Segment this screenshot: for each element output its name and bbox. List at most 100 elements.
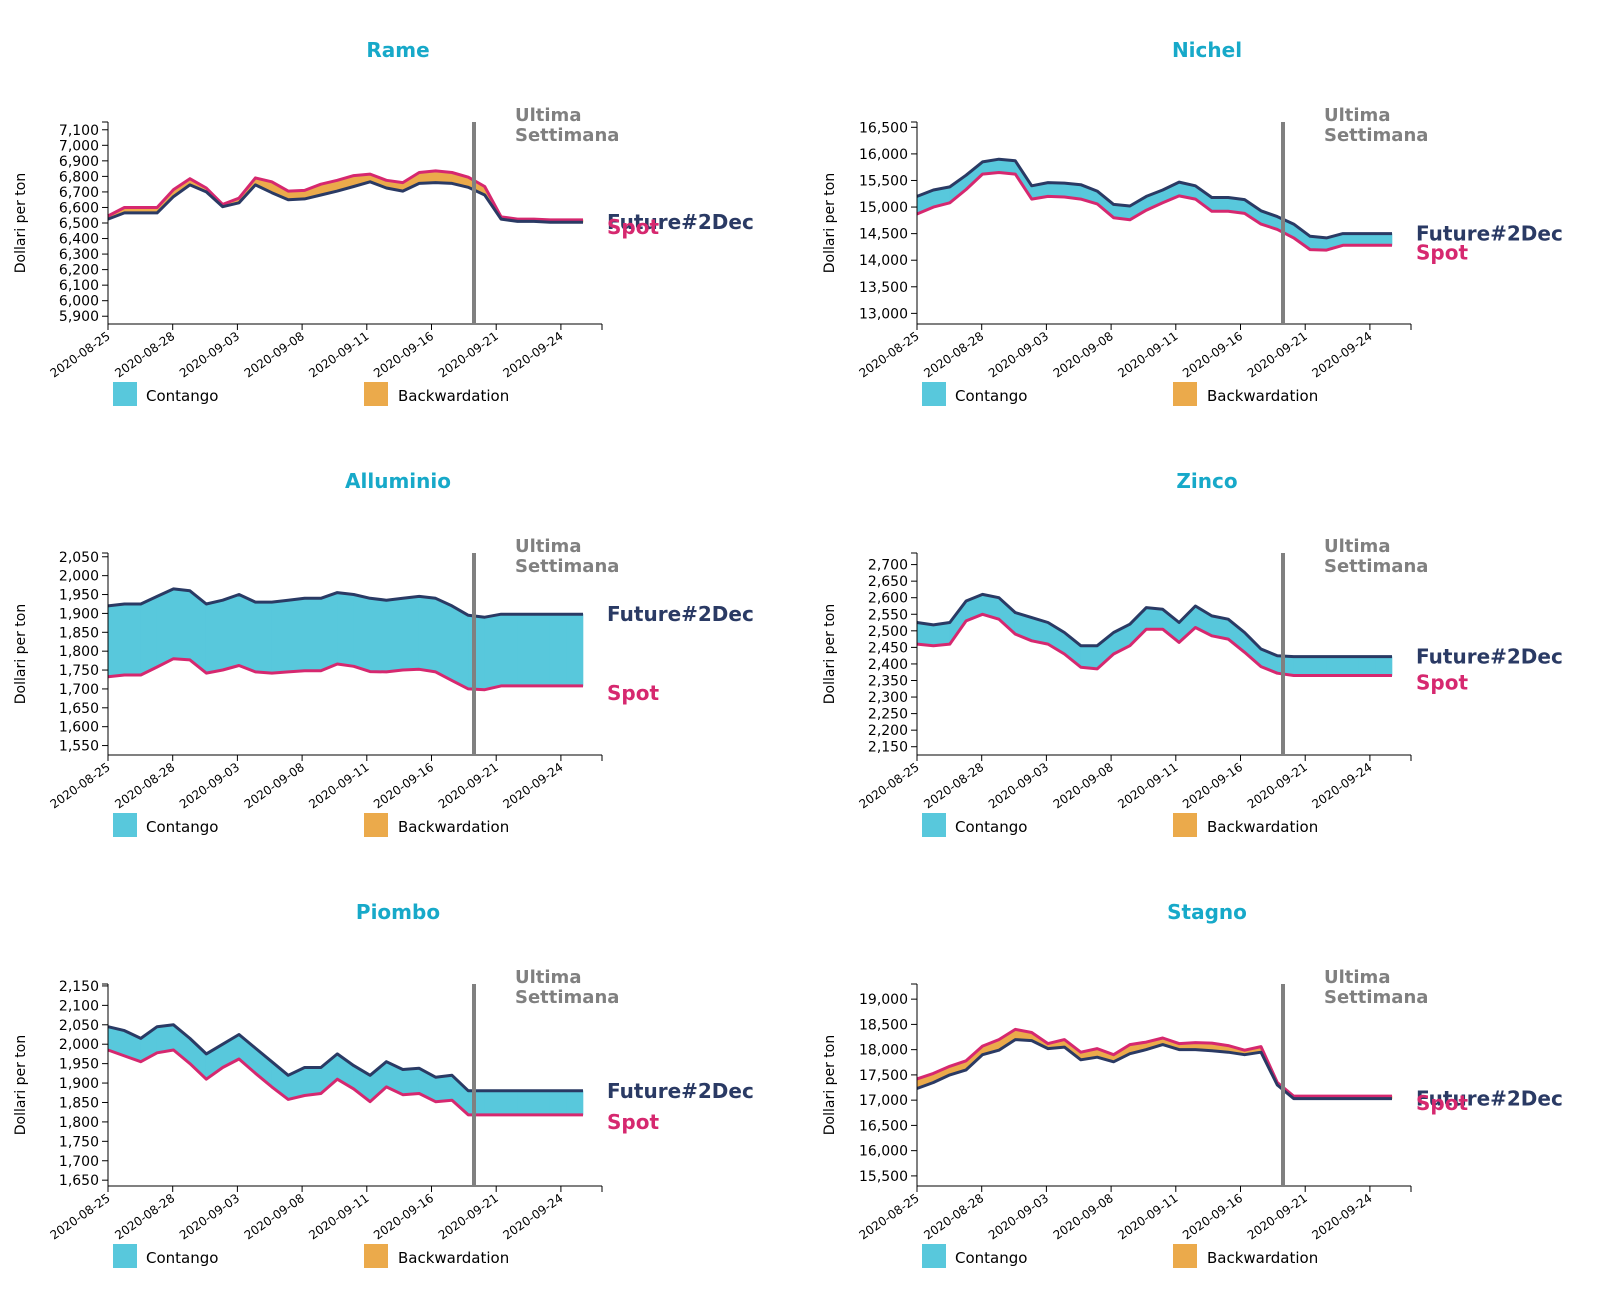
y-axis-label: Dollari per ton (13, 604, 29, 704)
contango-segment (500, 613, 518, 687)
x-tick-label: 2020-09-08 (242, 1191, 307, 1242)
chart-title: Alluminio (345, 469, 451, 493)
x-tick-label: 2020-09-21 (1245, 1191, 1310, 1242)
x-tick-label: 2020-09-08 (1051, 1191, 1116, 1242)
y-tick-label: 13,500 (859, 280, 908, 296)
y-tick-label: 1,650 (59, 1173, 99, 1189)
contango-segment (418, 596, 436, 673)
contango-segment (369, 597, 387, 673)
chart-panel-rame: Rame Dollari per ton 5,900 6,000 6,100 6,200 6… (0, 0, 809, 431)
spot-label: Spot (607, 681, 659, 705)
y-tick-label: 13,000 (859, 306, 908, 322)
future-label: Future#2Dec (607, 210, 754, 234)
y-tick-label: 1,800 (59, 1115, 99, 1131)
contango-segment (238, 594, 256, 673)
y-tick-label: 2,050 (59, 550, 99, 566)
x-tick-label: 2020-08-28 (921, 329, 986, 380)
y-tick-label: 17,000 (859, 1093, 908, 1109)
y-tick-label: 15,000 (859, 200, 908, 216)
y-tick-label: 2,150 (868, 740, 908, 756)
spot-line (916, 612, 1392, 677)
legend-backwardation-swatch (1173, 382, 1197, 406)
y-tick-label: 18,000 (859, 1043, 908, 1059)
y-tick-label: 2,700 (868, 558, 908, 574)
contango-segment (304, 1067, 322, 1096)
y-tick-label: 17,500 (859, 1068, 908, 1084)
contango-segment (124, 603, 142, 676)
spot-line (916, 171, 1392, 252)
y-tick-label: 15,500 (859, 173, 908, 189)
legend-contango-label: Contango (955, 818, 1027, 836)
chart-panel-stagno: Stagno Dollari per ton 15,500 16,000 16,500 1… (809, 862, 1618, 1293)
x-tick-label: 2020-09-08 (242, 760, 307, 811)
contango-segment (1358, 233, 1376, 246)
x-tick-label: 2020-09-03 (986, 1191, 1051, 1242)
marker-label-2: Settimana (1324, 556, 1428, 577)
y-tick-label: 1,900 (59, 606, 99, 622)
x-tick-label: 2020-09-16 (371, 329, 436, 380)
y-tick-label: 1,550 (59, 739, 99, 755)
contango-segment (222, 594, 240, 671)
y-tick-label: 18,500 (859, 1017, 908, 1033)
legend-backwardation-swatch (364, 813, 388, 837)
y-tick-label: 2,600 (868, 591, 908, 607)
x-tick-label: 2020-09-08 (1051, 760, 1116, 811)
x-tick-label: 2020-08-25 (48, 329, 113, 380)
x-tick-label: 2020-08-28 (112, 329, 177, 380)
x-tick-label: 2020-08-28 (921, 760, 986, 811)
marker-label-1: Ultima (515, 967, 581, 988)
chart-title: Zinco (1176, 469, 1237, 493)
x-tick-label: 2020-09-21 (436, 1191, 501, 1242)
spot-label: Spot (607, 1110, 659, 1134)
y-tick-label: 15,500 (859, 1169, 908, 1185)
x-tick-label: 2020-09-21 (1245, 329, 1310, 380)
y-tick-label: 1,700 (59, 682, 99, 698)
x-tick-label: 2020-09-11 (306, 329, 371, 380)
x-tick-label: 2020-09-11 (306, 1191, 371, 1242)
contango-segment (484, 1090, 502, 1116)
y-tick-label: 16,000 (859, 1144, 908, 1160)
contango-segment (1293, 223, 1311, 251)
y-tick-label: 2,150 (59, 979, 99, 995)
future-label: Future#2Dec (607, 602, 754, 626)
x-tick-label: 2020-09-11 (1115, 1191, 1180, 1242)
marker-label-1: Ultima (515, 105, 581, 126)
future-label: Future#2Dec (1416, 222, 1563, 246)
contango-segment (1047, 182, 1065, 198)
spot-line (107, 1048, 583, 1117)
x-tick-label: 2020-08-25 (48, 760, 113, 811)
contango-segment (353, 594, 371, 672)
x-tick-label: 2020-08-25 (857, 1191, 922, 1242)
y-tick-label: 6,500 (59, 216, 99, 232)
x-tick-label: 2020-09-24 (500, 1191, 565, 1242)
legend-contango-swatch (922, 1244, 946, 1268)
contango-segment (451, 605, 469, 690)
future-line (107, 180, 583, 224)
y-axis-label: Dollari per ton (822, 604, 838, 704)
chart-nichel: Nichel Dollari per ton 13,000 13,500 14,000 1… (822, 38, 1563, 406)
y-tick-label: 2,000 (59, 569, 99, 585)
y-tick-label: 6,400 (59, 232, 99, 248)
x-tick-label: 2020-09-21 (1245, 760, 1310, 811)
contango-segment (1080, 645, 1098, 670)
y-tick-label: 1,900 (59, 1076, 99, 1092)
y-tick-label: 5,900 (59, 309, 99, 325)
chart-zinco: Zinco Dollari per ton 2,1502,2002,2502,300… (822, 469, 1563, 837)
future-line (916, 1038, 1392, 1101)
y-axis-label: Dollari per ton (822, 173, 838, 273)
contango-segment (533, 1090, 551, 1116)
legend-contango-label: Contango (146, 1249, 218, 1267)
future-line (916, 592, 1392, 659)
contango-segment (517, 613, 535, 687)
x-tick-label: 2020-09-21 (436, 329, 501, 380)
legend-contango-label: Contango (146, 818, 218, 836)
contango-segment (271, 599, 289, 674)
y-tick-label: 2,250 (868, 707, 908, 723)
y-tick-label: 2,350 (868, 673, 908, 689)
spot-line (107, 169, 583, 222)
legend-backwardation-swatch (364, 382, 388, 406)
contango-segment (402, 596, 420, 671)
y-tick-label: 16,000 (859, 147, 908, 163)
chart-piombo: Piombo Dollari per ton 1,650 1,700 1,750 1,80… (13, 900, 754, 1268)
